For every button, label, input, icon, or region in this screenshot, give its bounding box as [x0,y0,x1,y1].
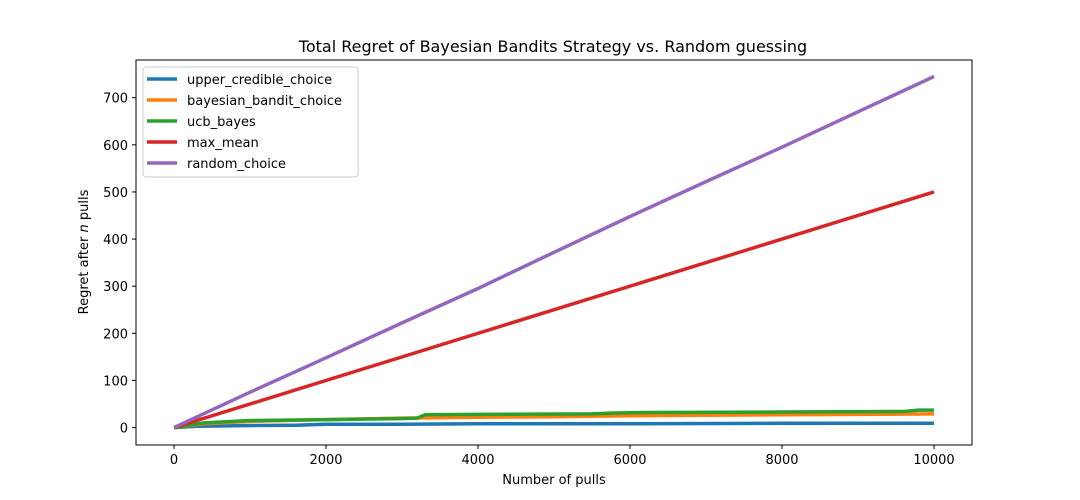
chart-title: Total Regret of Bayesian Bandits Strateg… [298,37,807,56]
y-axis-label-suffix: pulls [77,189,92,224]
y-tick-label: 200 [103,327,128,342]
y-axis-label-prefix: Regret after [77,233,92,315]
legend-label: ucb_bayes [187,115,256,130]
x-tick-label: 6000 [613,453,646,468]
plot-lines [173,74,935,430]
x-tick-label: 10000 [913,453,954,468]
legend-label: random_choice [187,157,286,172]
y-tick-label: 700 [103,92,128,107]
series-line-upper-credible-choice [173,421,934,430]
legend: upper_credible_choice bayesian_bandit_cho… [142,66,359,178]
y-tick-label: 300 [103,280,128,295]
legend-label: max_mean [187,136,259,151]
y-axis-ticks: 0 100 200 300 400 500 600 700 [103,92,136,437]
series-line-random-choice [173,74,935,430]
x-tick-label: 0 [170,453,178,468]
y-tick-label: 400 [103,233,128,248]
y-tick-label: 600 [103,139,128,154]
legend-label: bayesian_bandit_choice [187,94,342,109]
y-axis-label-var: n [77,224,92,232]
x-tick-label: 4000 [461,453,494,468]
legend-label: upper_credible_choice [187,73,332,88]
y-tick-label: 100 [103,374,128,389]
y-axis-label: Regret after n pulls [77,189,92,314]
plot-frame [135,59,973,446]
series-line-max-mean [173,190,935,430]
x-tick-label: 8000 [765,453,798,468]
y-tick-label: 0 [120,422,128,437]
series-line-ucb-bayes [173,408,934,430]
y-tick-label: 500 [103,186,128,201]
x-axis-label: Number of pulls [502,473,606,488]
x-axis-ticks: 0 2000 4000 6000 8000 10000 [170,445,955,468]
legend-box [142,66,359,178]
x-tick-label: 2000 [309,453,342,468]
